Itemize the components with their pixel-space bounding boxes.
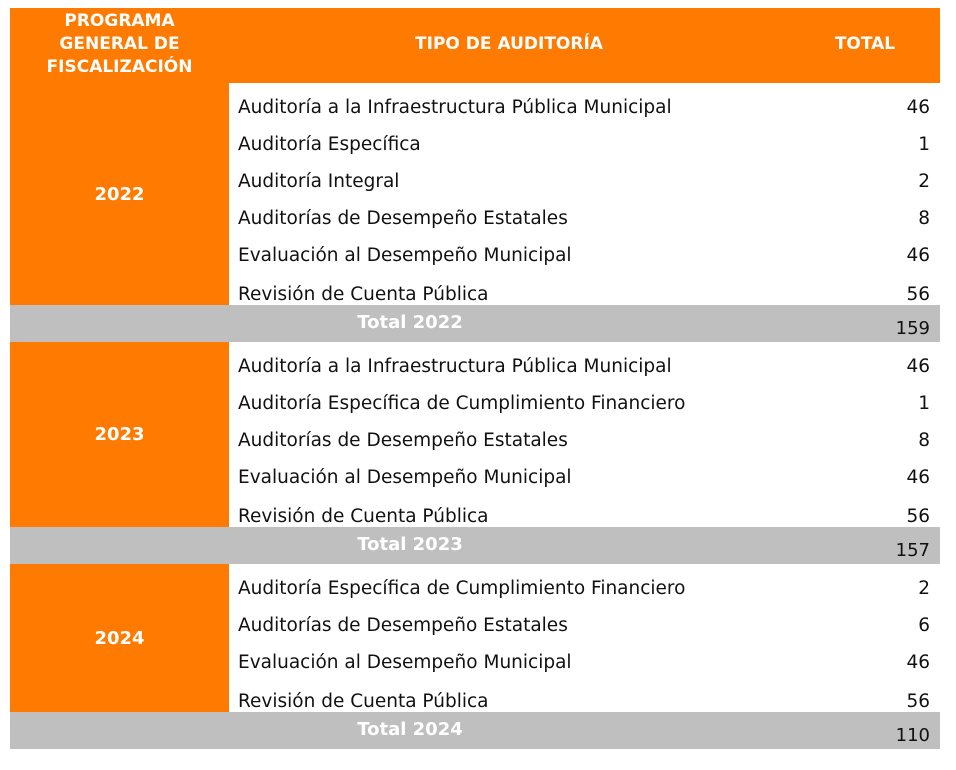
year-group: 2022 Auditoría a la Infraestructura Públi… xyxy=(10,83,940,305)
audit-total-cell: 46 xyxy=(906,97,930,118)
audit-type-cell: Auditoría Específica xyxy=(238,134,421,155)
total-label: Total 2024 xyxy=(357,719,463,740)
table-row: Auditoría a la Infraestructura Pública M… xyxy=(229,89,940,126)
header-audit-type: TIPO DE AUDITORÍA xyxy=(415,34,603,54)
audit-type-cell: Auditoría a la Infraestructura Pública M… xyxy=(238,356,672,377)
table-row: Auditoría Específica de Cumplimiento Fin… xyxy=(229,385,940,422)
table-row: Auditoría Integral 2 xyxy=(229,163,940,200)
table-row: Auditoría Específica 1 xyxy=(229,126,940,163)
group-rows: Auditoría a la Infraestructura Pública M… xyxy=(229,83,940,305)
table-row: Evaluación al Desempeño Municipal 46 xyxy=(229,459,940,496)
audit-type-cell: Auditoría Específica de Cumplimiento Fin… xyxy=(238,393,686,414)
total-label: Total 2022 xyxy=(357,312,463,333)
total-label: Total 2023 xyxy=(357,534,463,555)
audit-total-cell: 8 xyxy=(918,208,930,229)
group-rows: Auditoría a la Infraestructura Pública M… xyxy=(229,342,940,527)
table-header: PROGRAMA GENERAL DE FISCALIZACIÓN TIPO D… xyxy=(10,8,940,83)
total-row: Total 2022 159 xyxy=(10,305,940,342)
year-cell: 2023 xyxy=(10,342,229,527)
year-group: 2024 Auditoría Específica de Cumplimiento… xyxy=(10,564,940,712)
table-row: Auditoría Específica de Cumplimiento Fin… xyxy=(229,570,940,607)
table-body: 2022 Auditoría a la Infraestructura Públi… xyxy=(10,83,940,749)
audit-total-cell: 6 xyxy=(918,615,930,636)
audit-total-cell: 46 xyxy=(906,356,930,377)
table-row: Revisión de Cuenta Pública 56 xyxy=(229,681,940,712)
total-row: Total 2024 110 xyxy=(10,712,940,749)
audit-type-cell: Auditoría Integral xyxy=(238,171,400,192)
audit-total-cell: 56 xyxy=(906,284,930,305)
table-row: Evaluación al Desempeño Municipal 46 xyxy=(229,644,940,681)
audit-type-cell: Auditorías de Desempeño Estatales xyxy=(238,430,568,451)
audit-type-cell: Revisión de Cuenta Pública xyxy=(238,506,489,527)
audit-total-cell: 2 xyxy=(918,171,930,192)
header-program-line: PROGRAMA xyxy=(64,11,175,31)
audit-total-cell: 56 xyxy=(906,506,930,527)
audit-total-cell: 46 xyxy=(906,467,930,488)
year-cell: 2022 xyxy=(10,83,229,305)
audit-type-cell: Evaluación al Desempeño Municipal xyxy=(238,652,572,673)
year-group: 2023 Auditoría a la Infraestructura Públi… xyxy=(10,342,940,527)
audit-total-cell: 1 xyxy=(918,393,930,414)
audit-total-cell: 1 xyxy=(918,134,930,155)
audit-total-cell: 8 xyxy=(918,430,930,451)
table-row: Auditorías de Desempeño Estatales 6 xyxy=(229,607,940,644)
audit-type-cell: Auditoría Específica de Cumplimiento Fin… xyxy=(238,578,686,599)
audit-type-cell: Revisión de Cuenta Pública xyxy=(238,284,489,305)
audit-type-cell: Evaluación al Desempeño Municipal xyxy=(238,467,572,488)
table-row: Auditorías de Desempeño Estatales 8 xyxy=(229,200,940,237)
header-total: TOTAL xyxy=(834,34,896,54)
header-program-line: GENERAL DE xyxy=(59,34,180,54)
group-rows: Auditoría Específica de Cumplimiento Fin… xyxy=(229,564,940,712)
header-program-line: FISCALIZACIÓN xyxy=(46,57,193,77)
audit-total-cell: 46 xyxy=(906,245,930,266)
audit-type-cell: Auditorías de Desempeño Estatales xyxy=(238,208,568,229)
table-row: Revisión de Cuenta Pública 56 xyxy=(229,496,940,527)
audit-total-cell: 46 xyxy=(906,652,930,673)
audit-total-cell: 56 xyxy=(906,691,930,712)
audit-total-cell: 2 xyxy=(918,578,930,599)
audit-type-cell: Revisión de Cuenta Pública xyxy=(238,691,489,712)
header-program: PROGRAMA GENERAL DE FISCALIZACIÓN xyxy=(10,10,229,79)
audit-type-cell: Auditoría a la Infraestructura Pública M… xyxy=(238,97,672,118)
table-row: Revisión de Cuenta Pública 56 xyxy=(229,274,940,305)
total-value: 110 xyxy=(895,725,930,746)
table-row: Auditorías de Desempeño Estatales 8 xyxy=(229,422,940,459)
audit-type-cell: Auditorías de Desempeño Estatales xyxy=(238,615,568,636)
audit-table: PROGRAMA GENERAL DE FISCALIZACIÓN TIPO D… xyxy=(10,8,940,749)
table-row: Auditoría a la Infraestructura Pública M… xyxy=(229,348,940,385)
year-cell: 2024 xyxy=(10,564,229,712)
total-value: 159 xyxy=(895,318,930,339)
total-row: Total 2023 157 xyxy=(10,527,940,564)
total-value: 157 xyxy=(895,540,930,561)
audit-type-cell: Evaluación al Desempeño Municipal xyxy=(238,245,572,266)
table-row: Evaluación al Desempeño Municipal 46 xyxy=(229,237,940,274)
